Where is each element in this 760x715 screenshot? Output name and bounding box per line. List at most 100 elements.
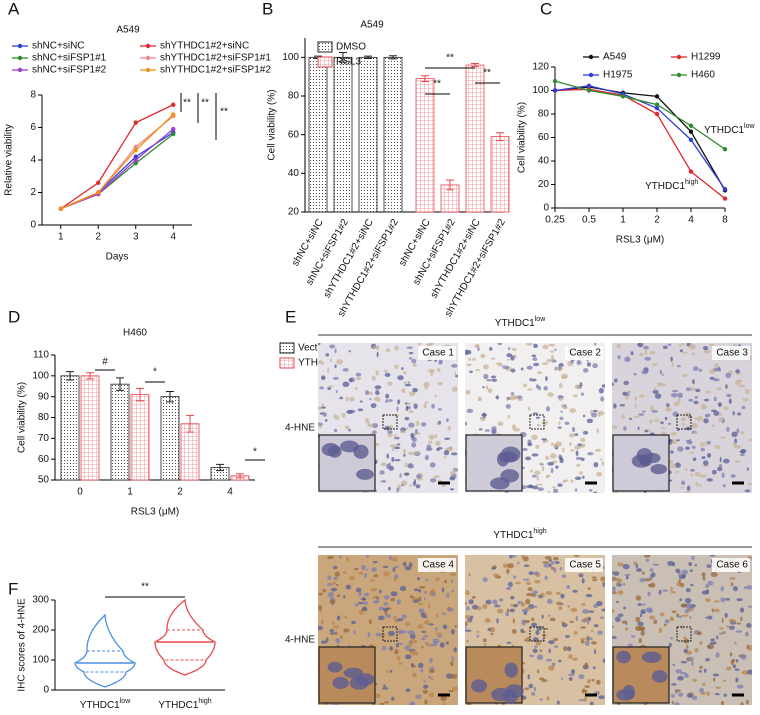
cell [617, 355, 621, 360]
cell [536, 654, 544, 661]
panel-label: B [262, 0, 273, 18]
cell [580, 626, 586, 629]
x-tick-label: 0.5 [582, 215, 596, 226]
cell [709, 343, 714, 347]
cell [424, 619, 430, 625]
cell [541, 614, 544, 619]
cell [408, 351, 414, 355]
cell [389, 646, 394, 651]
data-point [586, 88, 592, 93]
cell [702, 575, 706, 581]
cell [416, 576, 420, 581]
cell [394, 649, 399, 655]
cell [731, 431, 738, 437]
cell [736, 684, 744, 689]
cell [689, 451, 695, 454]
cell [327, 367, 330, 373]
cell [547, 461, 555, 466]
cell [593, 491, 598, 493]
cell [621, 620, 628, 624]
cell [644, 578, 652, 582]
cell [666, 403, 670, 407]
cell [690, 469, 695, 472]
cell [703, 418, 709, 424]
cell [575, 615, 579, 622]
cell [421, 630, 427, 633]
cell [678, 692, 684, 697]
inset-cell [339, 440, 359, 453]
cell [364, 592, 370, 597]
legend-marker [676, 72, 682, 78]
cell [676, 439, 681, 442]
cell [742, 397, 749, 402]
cell [508, 347, 511, 351]
cell [706, 478, 713, 482]
cell [717, 402, 722, 408]
cell [483, 643, 487, 646]
cell [582, 609, 589, 614]
cell [329, 628, 335, 633]
cell [738, 384, 746, 388]
cell [379, 702, 385, 705]
cell [699, 483, 702, 488]
y-tick-label: 40 [288, 168, 300, 179]
data-point [171, 102, 176, 107]
cell [418, 596, 422, 602]
cell [590, 641, 597, 645]
cell [674, 702, 680, 705]
cell [364, 417, 370, 424]
cell [710, 638, 716, 642]
cell [408, 391, 416, 397]
cell [551, 662, 556, 667]
cell [574, 384, 580, 389]
cell [376, 351, 379, 358]
cell [671, 683, 677, 686]
cell [685, 446, 690, 450]
x-tick-label: 4 [170, 232, 176, 243]
cell [637, 603, 642, 607]
cell [713, 600, 720, 603]
cell [709, 376, 715, 380]
cell [662, 345, 668, 349]
cell [465, 625, 467, 630]
cell [468, 572, 471, 577]
cell [426, 642, 431, 647]
cell [568, 654, 573, 660]
cell [634, 403, 637, 409]
cell [702, 345, 709, 351]
group-title: YTHDC1high [493, 528, 546, 540]
cell [726, 625, 730, 628]
cell [362, 491, 368, 493]
cell [567, 646, 572, 652]
cell [480, 353, 486, 358]
cell [587, 587, 591, 590]
cell [450, 629, 456, 635]
cell [532, 412, 539, 415]
cell [490, 626, 496, 633]
cell [451, 590, 455, 593]
cell [425, 579, 428, 582]
cell [585, 594, 593, 598]
cell [411, 596, 418, 601]
cell [734, 445, 742, 449]
cell [428, 434, 435, 440]
cell [403, 381, 407, 385]
cell [530, 605, 538, 608]
cell [667, 343, 672, 346]
cell [711, 469, 717, 475]
cell [334, 571, 341, 577]
cell [377, 615, 385, 621]
cell [365, 390, 370, 396]
cell [649, 405, 655, 411]
cell [746, 623, 752, 628]
cell [322, 412, 327, 417]
cell [615, 582, 619, 587]
cell [594, 343, 597, 346]
cell [548, 640, 555, 645]
cell [521, 619, 527, 626]
panel-label: E [285, 307, 296, 326]
cell [659, 612, 665, 617]
cell [621, 414, 625, 420]
cell [562, 480, 566, 483]
cell [726, 393, 732, 398]
